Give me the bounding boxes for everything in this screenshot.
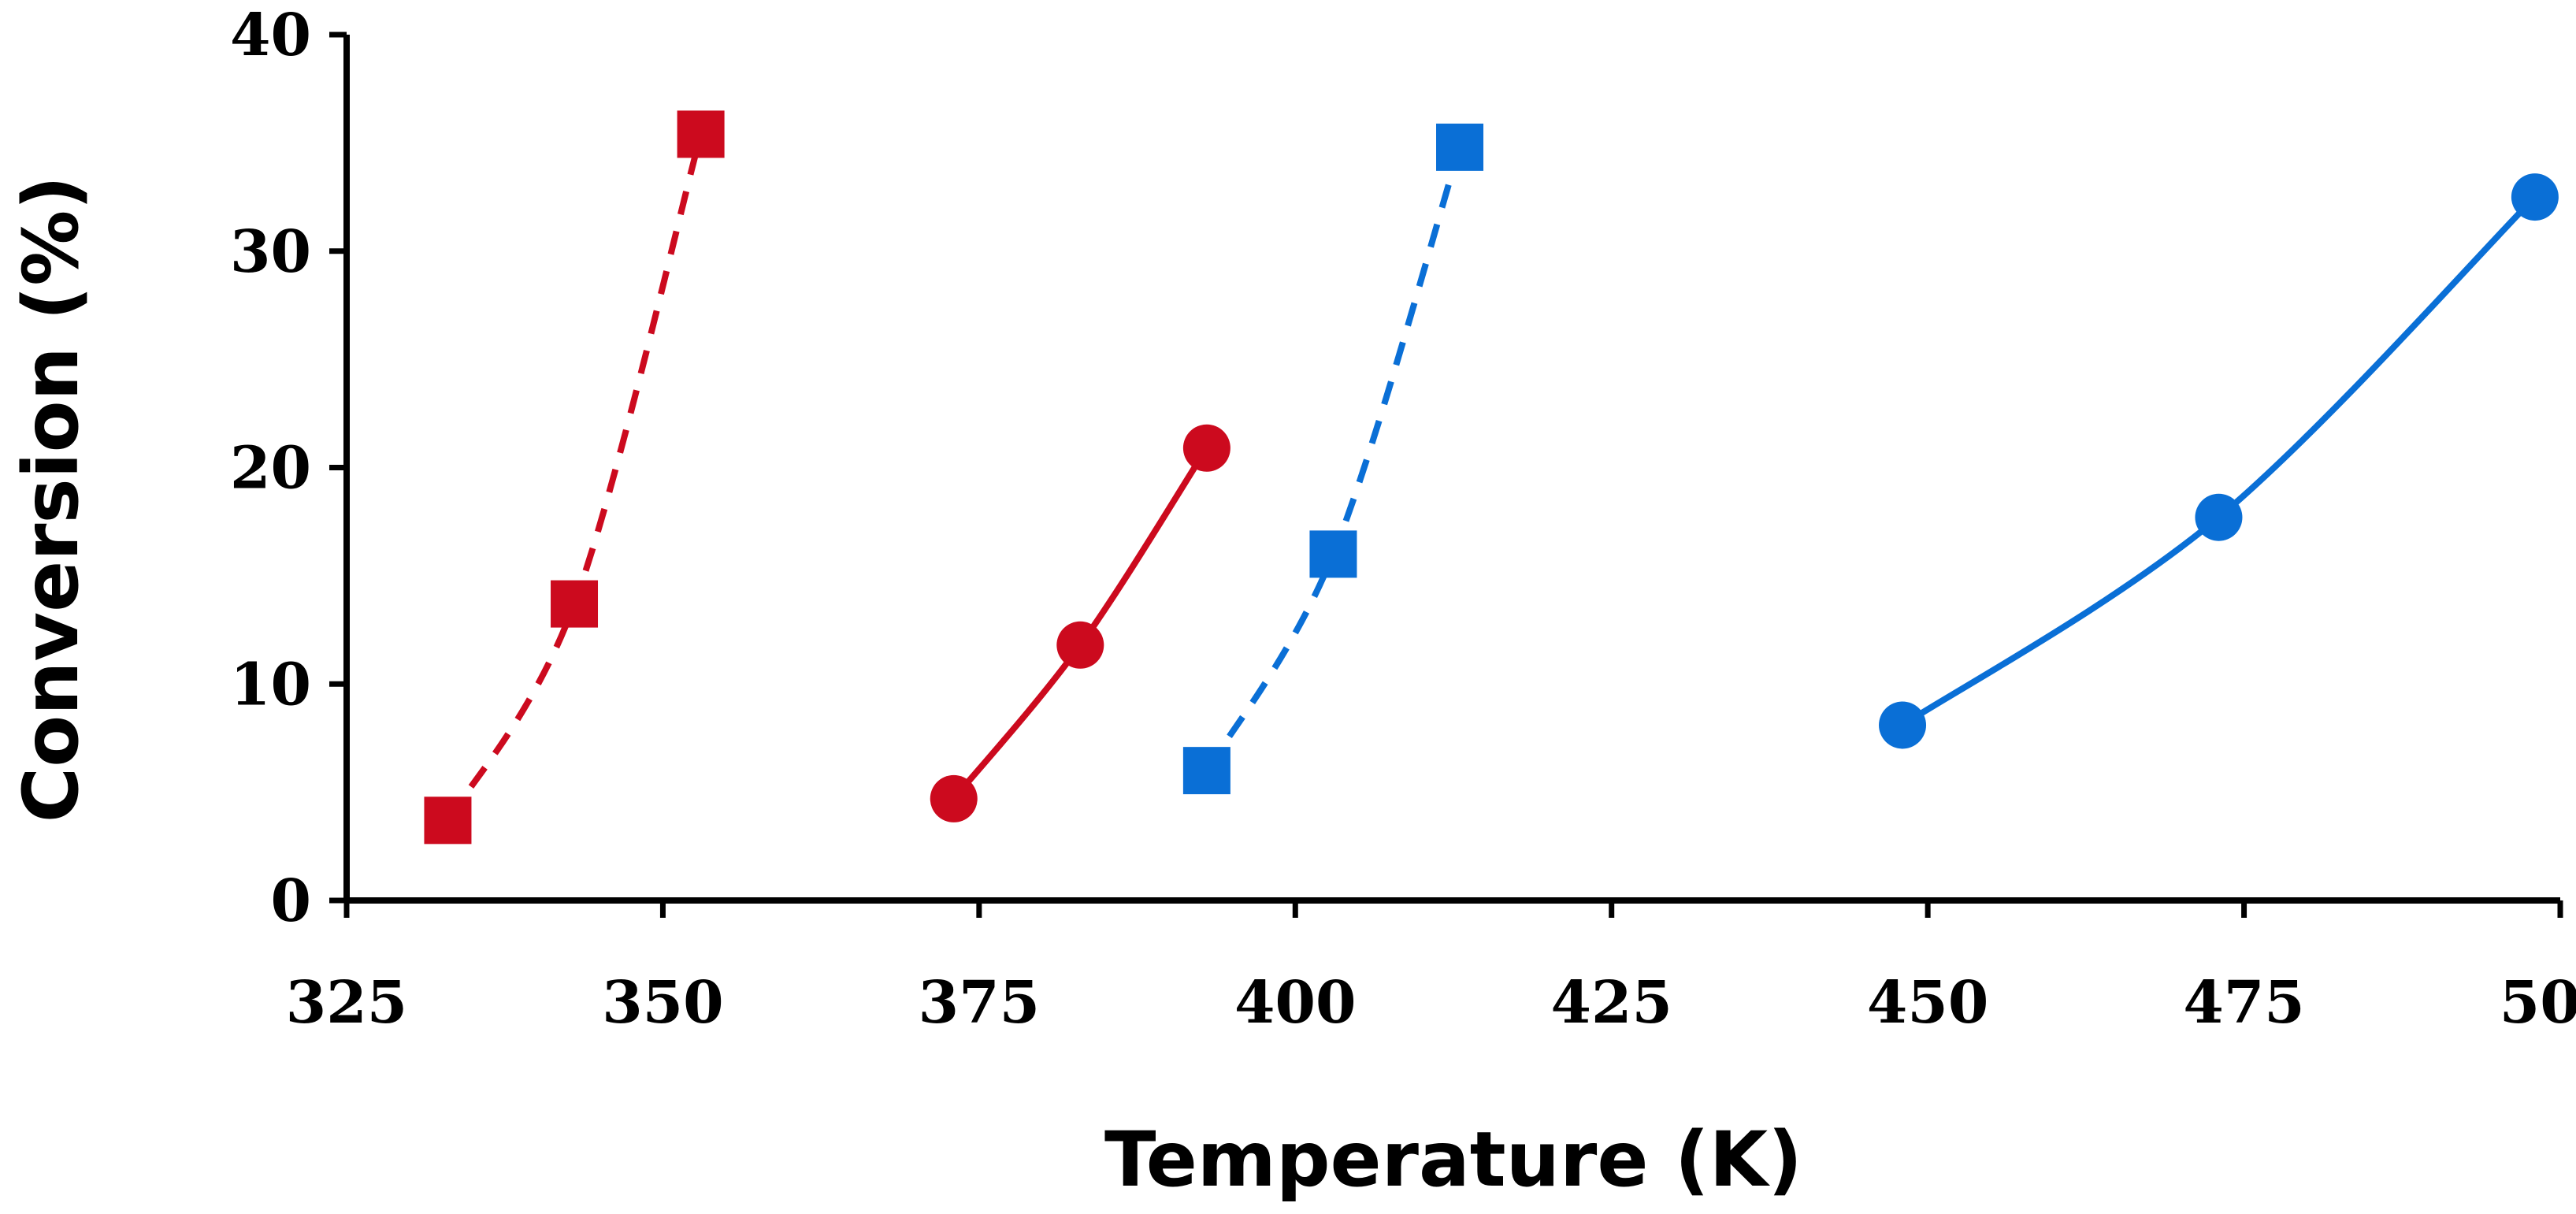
data-point-square bbox=[1182, 747, 1230, 795]
series-line bbox=[445, 133, 704, 822]
x-tick-label: 500 bbox=[2500, 969, 2576, 1037]
data-point-square bbox=[1309, 530, 1357, 578]
data-point-square bbox=[424, 796, 472, 845]
x-tick-label: 375 bbox=[919, 969, 1040, 1037]
y-tick-label: 0 bbox=[271, 867, 312, 935]
data-point-circle bbox=[1056, 621, 1104, 669]
x-tick-label: 450 bbox=[1867, 969, 1988, 1037]
data-point-square bbox=[551, 580, 599, 628]
data-point-square bbox=[1436, 123, 1484, 171]
data-point-circle bbox=[1182, 424, 1230, 472]
y-ticks: 0 10 20 30 40 bbox=[230, 2, 347, 935]
y-axis-title: Conversion (%) bbox=[7, 176, 95, 822]
y-tick-label: 30 bbox=[230, 218, 311, 286]
x-tick-label: 325 bbox=[286, 969, 407, 1037]
y-tick-label: 10 bbox=[230, 651, 311, 718]
series-red-circles-solid bbox=[930, 424, 1230, 822]
series-blue-circles-solid bbox=[1879, 173, 2559, 749]
x-axis-title: Temperature (K) bbox=[1104, 1116, 1802, 1204]
series-blue-squares-dashed bbox=[1182, 123, 1484, 795]
x-tick-label: 425 bbox=[1550, 969, 1672, 1037]
series-layer bbox=[424, 110, 2559, 845]
data-point-circle bbox=[930, 774, 978, 822]
x-tick-label: 350 bbox=[602, 969, 723, 1037]
series-red-squares-dashed bbox=[424, 110, 725, 845]
data-point-circle bbox=[1879, 701, 1927, 749]
x-tick-label: 400 bbox=[1234, 969, 1356, 1037]
series-line bbox=[1900, 195, 2537, 728]
series-line bbox=[1204, 146, 1463, 773]
y-tick-label: 20 bbox=[230, 435, 311, 503]
data-point-circle bbox=[2195, 493, 2243, 541]
axes: 325 350 375 400 425 450 475 500 0 10 20 30 40 bbox=[230, 2, 2576, 1037]
x-tick-label: 475 bbox=[2183, 969, 2304, 1037]
x-ticks: 325 350 375 400 425 450 475 500 bbox=[286, 900, 2576, 1037]
data-point-square bbox=[677, 110, 725, 158]
data-point-circle bbox=[2511, 173, 2559, 221]
y-tick-label: 40 bbox=[230, 2, 311, 69]
